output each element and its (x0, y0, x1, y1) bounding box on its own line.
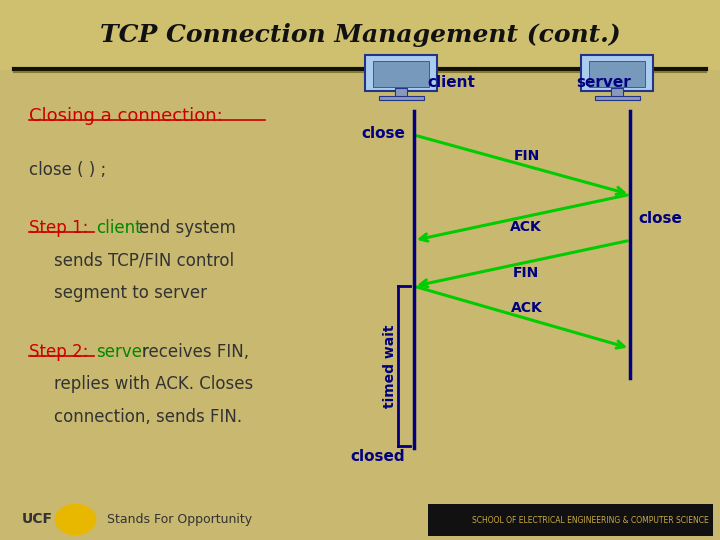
Text: server: server (576, 75, 631, 90)
FancyBboxPatch shape (379, 96, 423, 100)
Text: server: server (96, 343, 148, 361)
FancyBboxPatch shape (428, 504, 713, 536)
Text: Step 1:: Step 1: (29, 219, 88, 237)
FancyBboxPatch shape (365, 55, 437, 91)
Text: connection, sends FIN.: connection, sends FIN. (54, 408, 242, 426)
Text: TCP Connection Management (cont.): TCP Connection Management (cont.) (99, 23, 621, 47)
Text: Stands For Opportunity: Stands For Opportunity (107, 513, 252, 526)
Text: Closing a connection:: Closing a connection: (29, 107, 222, 125)
Text: ACK: ACK (510, 301, 542, 315)
FancyBboxPatch shape (373, 61, 429, 87)
Text: FIN: FIN (513, 266, 539, 280)
FancyBboxPatch shape (589, 61, 645, 87)
FancyBboxPatch shape (595, 96, 639, 100)
Text: replies with ACK. Closes: replies with ACK. Closes (54, 375, 253, 394)
Text: close ( ) ;: close ( ) ; (29, 161, 106, 179)
Text: SCHOOL OF ELECTRICAL ENGINEERING & COMPUTER SCIENCE: SCHOOL OF ELECTRICAL ENGINEERING & COMPU… (472, 516, 709, 524)
FancyBboxPatch shape (395, 88, 407, 98)
Text: closed: closed (351, 449, 405, 464)
Text: FIN: FIN (513, 148, 539, 163)
Text: ACK: ACK (510, 220, 541, 234)
Text: timed wait: timed wait (382, 324, 397, 408)
Text: UCF: UCF (22, 512, 53, 526)
Text: close: close (639, 211, 683, 226)
FancyBboxPatch shape (0, 0, 720, 70)
FancyBboxPatch shape (611, 88, 623, 98)
FancyBboxPatch shape (581, 55, 653, 91)
Circle shape (55, 504, 96, 535)
Text: receives FIN,: receives FIN, (142, 343, 249, 361)
Text: Step 2:: Step 2: (29, 343, 88, 361)
Text: client: client (96, 219, 141, 237)
Text: segment to server: segment to server (54, 284, 207, 302)
Text: sends TCP/FIN control: sends TCP/FIN control (54, 251, 234, 269)
Text: end system: end system (139, 219, 236, 237)
Text: close: close (361, 126, 405, 141)
Text: client: client (427, 75, 474, 90)
